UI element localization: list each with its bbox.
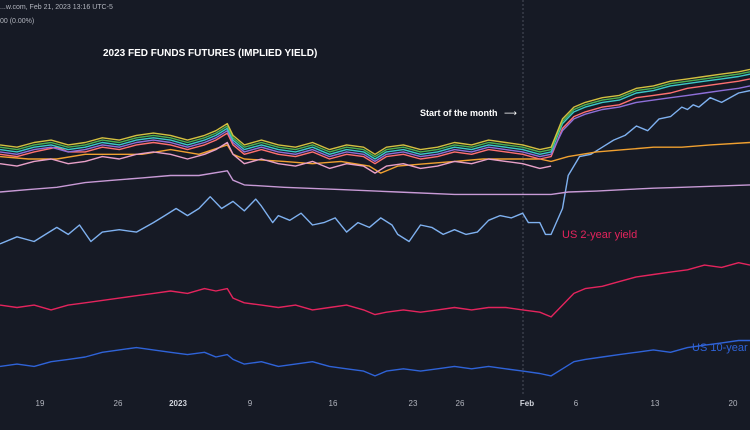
series-line-futures-8 <box>0 68 750 155</box>
series-line-futures-3 <box>0 78 750 165</box>
x-tick-label: Feb <box>519 399 535 408</box>
series-line-futures-7 <box>0 71 750 158</box>
x-tick-label: 26 <box>113 399 123 408</box>
arrow-right-icon: ⟶ <box>504 108 517 118</box>
series-layer <box>0 68 750 377</box>
series-line-futures-5 <box>0 141 552 174</box>
series-line-us-2-year-yield <box>0 262 750 318</box>
x-tick-label: 2023 <box>169 399 187 408</box>
x-tick-label: 26 <box>455 399 465 408</box>
series-line-futures-4 <box>0 85 750 163</box>
source-line: ...w.com, Feb 21, 2023 13:16 UTC-5 <box>0 4 113 11</box>
series-line-futures-6 <box>0 73 750 160</box>
us2y-label: US 2-year yield <box>562 229 638 241</box>
change-line: 00 (0.00%) <box>0 18 35 25</box>
x-tick-label: 13 <box>650 399 660 408</box>
start-of-month-annotation: Start of the month ⟶ <box>420 108 517 119</box>
x-tick-label: 16 <box>328 399 338 408</box>
us10y-label: US 10-year <box>692 342 748 354</box>
x-tick-label: 9 <box>247 399 253 408</box>
x-tick-label: 23 <box>408 399 418 408</box>
series-line-us-10-year <box>0 339 750 377</box>
x-tick-label: 19 <box>35 399 45 408</box>
start-of-month-label: Start of the month <box>420 108 498 118</box>
series-line-futures-1 <box>0 170 750 196</box>
x-tick-label: 20 <box>728 399 738 408</box>
x-tick-label: 6 <box>573 399 579 408</box>
chart-title: 2023 FED FUNDS FUTURES (IMPLIED YIELD) <box>103 48 318 59</box>
series-line-futures-0 <box>0 89 750 245</box>
